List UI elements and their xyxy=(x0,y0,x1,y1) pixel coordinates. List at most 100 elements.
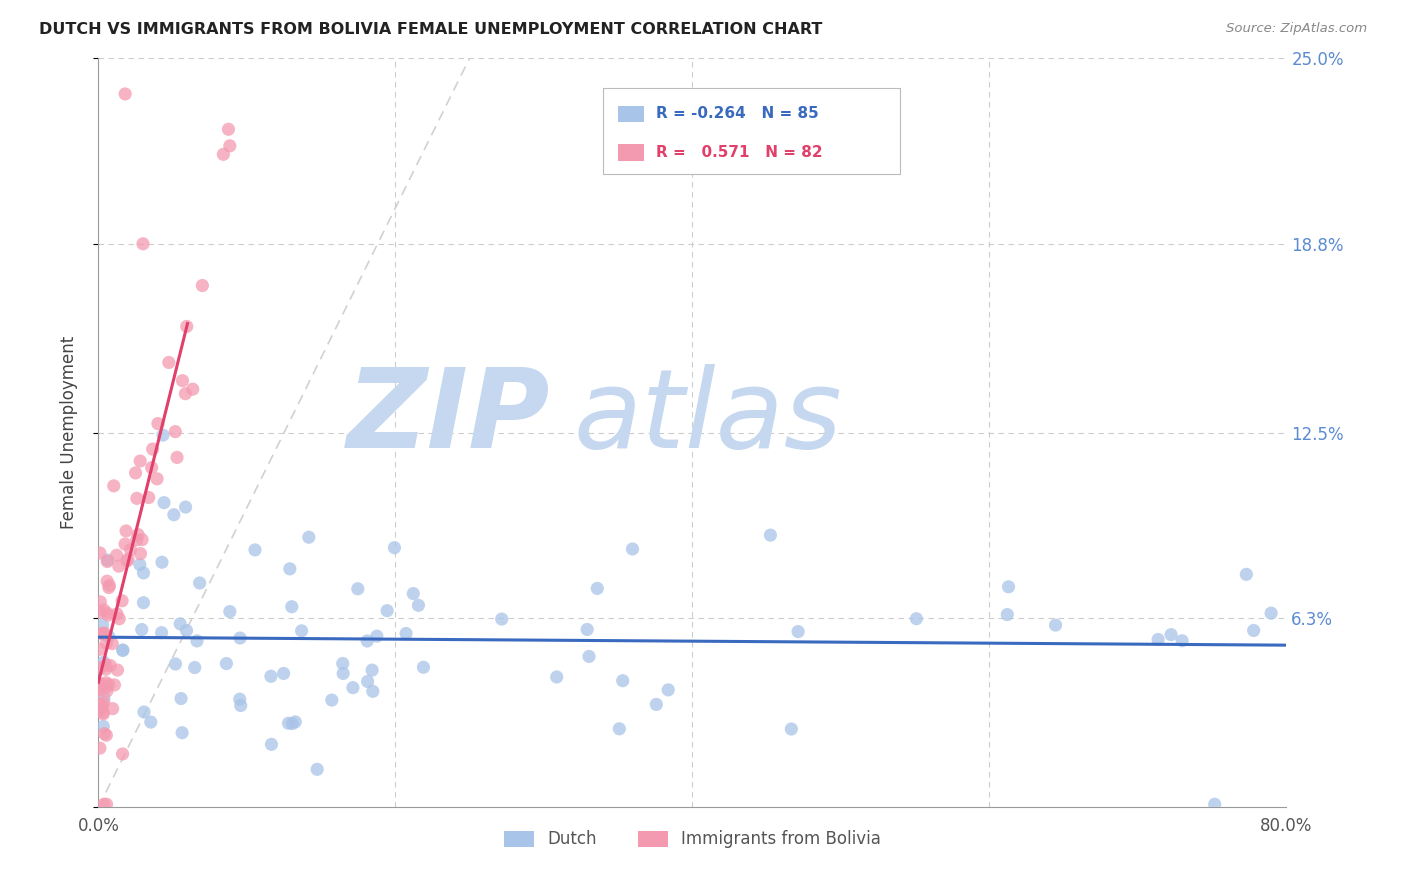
Point xyxy=(321,693,343,707)
Point xyxy=(96,728,118,742)
FancyBboxPatch shape xyxy=(603,88,900,174)
Point xyxy=(89,681,111,696)
Point xyxy=(787,624,810,639)
Point xyxy=(361,663,384,677)
Point xyxy=(186,634,208,648)
Point xyxy=(645,698,668,712)
Point xyxy=(402,586,425,600)
Point xyxy=(129,454,152,468)
Point xyxy=(366,629,388,643)
Point xyxy=(307,762,329,776)
Point xyxy=(346,582,368,596)
Point xyxy=(174,386,197,401)
Point xyxy=(1260,606,1282,620)
Point xyxy=(97,678,120,692)
Point xyxy=(412,660,434,674)
Point xyxy=(114,537,136,551)
Point xyxy=(356,634,378,648)
Point xyxy=(96,675,118,690)
Point xyxy=(181,382,204,396)
Point xyxy=(281,716,304,731)
Point xyxy=(153,495,176,509)
Point xyxy=(94,658,117,673)
Point xyxy=(170,691,193,706)
Point xyxy=(90,701,112,715)
Point xyxy=(395,626,418,640)
Point xyxy=(93,626,115,640)
Point xyxy=(93,797,115,812)
Text: R =   0.571   N = 82: R = 0.571 N = 82 xyxy=(655,145,823,160)
Point xyxy=(131,623,153,637)
Point xyxy=(172,725,194,739)
Point xyxy=(125,491,148,506)
FancyBboxPatch shape xyxy=(617,145,644,161)
Point xyxy=(101,701,124,715)
Point xyxy=(278,562,301,576)
Point xyxy=(96,554,118,568)
Point xyxy=(546,670,568,684)
Point xyxy=(98,658,121,673)
Point xyxy=(103,678,125,692)
Point xyxy=(89,595,111,609)
Point xyxy=(780,722,803,736)
Point xyxy=(120,542,142,557)
Point xyxy=(995,607,1018,622)
Point xyxy=(128,558,150,572)
Point xyxy=(114,87,136,101)
Point xyxy=(157,355,180,369)
Point xyxy=(111,747,134,761)
Point xyxy=(97,630,120,644)
Point xyxy=(107,663,129,677)
Point xyxy=(93,691,115,706)
Point xyxy=(176,319,198,334)
Point xyxy=(98,578,121,592)
Text: R = -0.264   N = 85: R = -0.264 N = 85 xyxy=(655,106,818,121)
Point xyxy=(132,566,155,580)
Point xyxy=(1160,627,1182,641)
Point xyxy=(997,580,1019,594)
Point xyxy=(150,625,173,640)
Point xyxy=(115,554,138,568)
Point xyxy=(621,541,644,556)
Point xyxy=(141,460,163,475)
Point xyxy=(94,662,117,676)
Point xyxy=(117,552,139,566)
Point xyxy=(108,612,131,626)
Point xyxy=(146,417,169,431)
Point xyxy=(89,661,111,675)
Point xyxy=(1171,633,1194,648)
Point xyxy=(612,673,634,688)
Point xyxy=(332,657,354,671)
Point xyxy=(108,559,131,574)
Point xyxy=(111,643,134,657)
Point xyxy=(132,236,155,251)
Point xyxy=(176,624,198,638)
Point xyxy=(132,596,155,610)
Point xyxy=(332,666,354,681)
Point xyxy=(111,594,134,608)
Point xyxy=(89,546,111,560)
Point xyxy=(607,722,630,736)
Point xyxy=(96,797,118,812)
Point xyxy=(375,604,398,618)
Point xyxy=(166,450,188,465)
Point xyxy=(576,623,599,637)
Point xyxy=(273,666,295,681)
Point xyxy=(152,428,174,442)
Point xyxy=(97,553,120,567)
Point xyxy=(281,599,304,614)
Point xyxy=(298,530,321,544)
Point xyxy=(1204,797,1226,812)
Point xyxy=(139,715,162,730)
Point xyxy=(384,541,406,555)
Point xyxy=(172,374,194,388)
Point xyxy=(93,603,115,617)
Point xyxy=(342,681,364,695)
Point xyxy=(491,612,513,626)
Legend: Dutch, Immigrants from Bolivia: Dutch, Immigrants from Bolivia xyxy=(496,824,889,855)
Point xyxy=(97,608,120,623)
Point xyxy=(1234,567,1257,582)
Point xyxy=(89,697,111,711)
Point xyxy=(89,642,111,657)
Point xyxy=(165,657,187,671)
